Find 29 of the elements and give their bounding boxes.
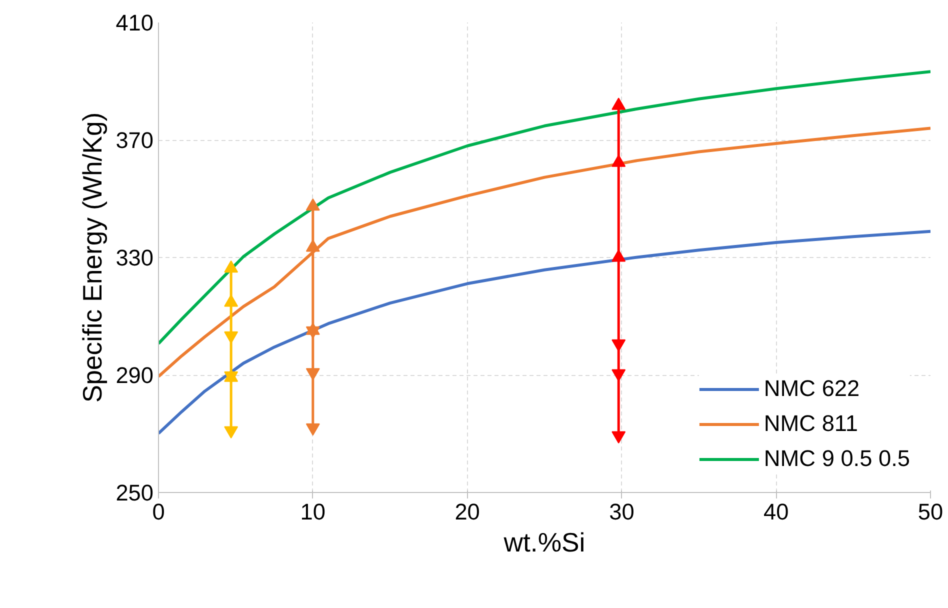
point <box>306 368 320 380</box>
point <box>224 426 238 439</box>
line-series <box>158 70 930 346</box>
point <box>224 260 238 273</box>
legend-label: NMC 9 0.5 0.5 <box>764 445 910 472</box>
point <box>612 369 626 382</box>
legend-label: NMC 811 <box>764 410 858 437</box>
y-tick-label: 370 <box>116 127 154 153</box>
line-series <box>158 230 930 435</box>
legend-label: NMC 622 <box>764 375 860 402</box>
point <box>612 154 626 167</box>
x-tick-label: 30 <box>609 498 634 524</box>
point <box>612 431 626 444</box>
y-tick-label: 410 <box>116 10 154 36</box>
y-tick-label: 250 <box>116 480 154 506</box>
point <box>306 240 320 252</box>
y-tick-label: 290 <box>116 362 154 388</box>
point <box>612 339 626 352</box>
x-tick-label: 50 <box>918 498 944 524</box>
point <box>612 249 626 262</box>
y-tick-label: 330 <box>116 244 154 270</box>
x-tick-label: 20 <box>454 498 480 524</box>
x-tick-label: 10 <box>300 498 326 524</box>
y-axis-title: Specific Energy (Wh/Kg) <box>78 112 108 403</box>
point <box>306 423 320 436</box>
x-axis-title: wt.%Si <box>502 528 586 558</box>
point <box>306 198 320 211</box>
x-tick-label: 40 <box>764 498 789 524</box>
x-tick-label: 0 <box>152 498 165 524</box>
